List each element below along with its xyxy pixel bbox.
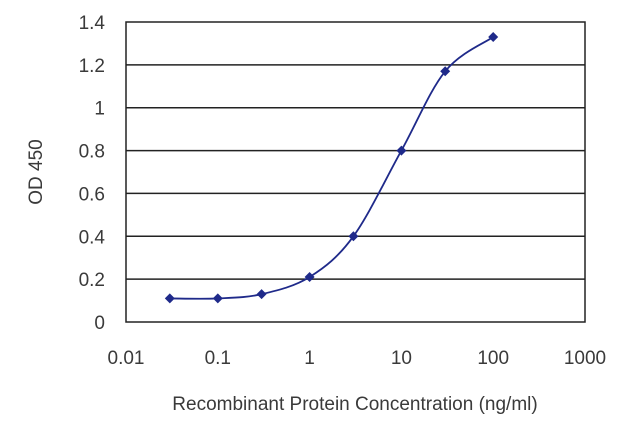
x-axis-tick-labels: 0.01 0.1 1 10 100 1000 xyxy=(108,348,607,369)
y-tick-label: 1 xyxy=(94,99,105,120)
y-tick-label: 0 xyxy=(94,313,105,334)
x-tick-label: 0.01 xyxy=(108,348,145,369)
y-tick-label: 0.6 xyxy=(79,184,105,205)
x-axis-title: Recombinant Protein Concentration (ng/ml… xyxy=(172,394,537,415)
data-point-marker xyxy=(256,289,267,300)
x-tick-label: 1000 xyxy=(564,348,606,369)
y-tick-label: 0.2 xyxy=(79,270,105,291)
data-point-marker xyxy=(488,32,499,42)
y-tick-label: 0.4 xyxy=(79,227,106,248)
y-tick-label: 1.4 xyxy=(79,13,106,34)
plot-area xyxy=(125,21,586,323)
data-point-marker xyxy=(212,293,223,304)
gridlines xyxy=(126,64,585,280)
series-line xyxy=(169,36,494,300)
y-axis-title: OD 450 xyxy=(26,139,47,204)
data-point-marker xyxy=(164,293,175,304)
x-tick-label: 0.1 xyxy=(205,348,231,369)
y-tick-label: 0.8 xyxy=(79,142,105,163)
data-point-marker xyxy=(440,66,451,77)
y-tick-label: 1.2 xyxy=(79,56,105,77)
series-layer xyxy=(164,32,499,304)
data-point-marker xyxy=(348,231,359,242)
x-tick-label: 1 xyxy=(304,348,315,369)
data-point-marker xyxy=(304,272,315,282)
y-axis-tick-labels: 0 0.2 0.4 0.6 0.8 1 1.2 1.4 xyxy=(79,13,106,334)
x-tick-label: 100 xyxy=(477,348,509,369)
data-point-marker xyxy=(396,145,407,156)
x-tick-label: 10 xyxy=(391,348,412,369)
